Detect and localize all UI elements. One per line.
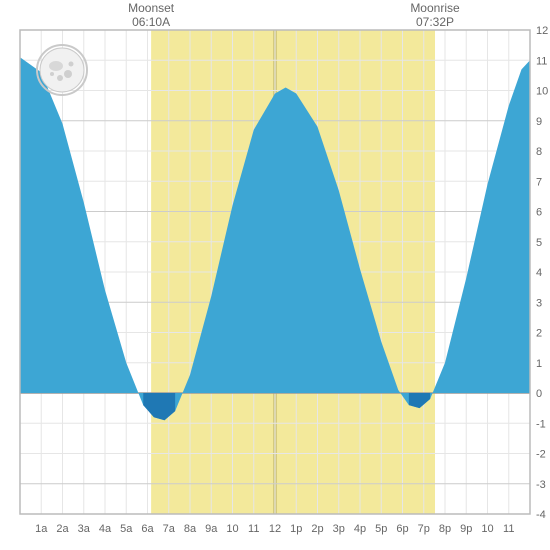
svg-text:3a: 3a (78, 523, 91, 535)
svg-text:-3: -3 (536, 479, 546, 491)
moonset-title: Moonset (121, 1, 181, 15)
svg-text:8p: 8p (439, 523, 451, 535)
moonrise-time: 07:32P (405, 15, 465, 29)
svg-text:12: 12 (269, 523, 281, 535)
svg-text:10: 10 (226, 523, 238, 535)
tide-chart: -4-3-2-101234567891011121a2a3a4a5a6a7a8a… (0, 0, 550, 550)
svg-text:6: 6 (536, 207, 542, 219)
svg-text:8: 8 (536, 146, 542, 158)
svg-text:5: 5 (536, 237, 542, 249)
svg-text:12: 12 (536, 25, 548, 37)
svg-text:7a: 7a (163, 523, 176, 535)
svg-text:6p: 6p (396, 523, 408, 535)
moonrise-title: Moonrise (405, 1, 465, 15)
chart-svg: -4-3-2-101234567891011121a2a3a4a5a6a7a8a… (0, 0, 550, 550)
svg-text:7p: 7p (418, 523, 430, 535)
svg-text:1: 1 (536, 358, 542, 370)
svg-text:8a: 8a (184, 523, 197, 535)
svg-text:9p: 9p (460, 523, 472, 535)
svg-text:11: 11 (503, 523, 514, 535)
moonrise-label: Moonrise 07:32P (405, 1, 465, 29)
svg-text:-4: -4 (536, 509, 546, 521)
svg-text:9a: 9a (205, 523, 218, 535)
svg-text:2a: 2a (56, 523, 69, 535)
svg-text:2: 2 (536, 328, 542, 340)
svg-text:6a: 6a (141, 523, 154, 535)
svg-text:10: 10 (481, 523, 493, 535)
svg-text:4a: 4a (99, 523, 112, 535)
svg-text:11: 11 (248, 523, 259, 535)
svg-text:-2: -2 (536, 449, 546, 461)
svg-text:3p: 3p (333, 523, 345, 535)
svg-text:7: 7 (536, 176, 542, 188)
svg-text:5p: 5p (375, 523, 387, 535)
svg-text:5a: 5a (120, 523, 133, 535)
svg-text:9: 9 (536, 116, 542, 128)
svg-text:4: 4 (536, 267, 542, 279)
svg-text:10: 10 (536, 86, 548, 98)
svg-text:0: 0 (536, 388, 542, 400)
svg-text:11: 11 (536, 55, 547, 67)
svg-text:4p: 4p (354, 523, 366, 535)
svg-text:-1: -1 (536, 418, 546, 430)
svg-text:2p: 2p (311, 523, 323, 535)
svg-text:1a: 1a (35, 523, 48, 535)
moonset-label: Moonset 06:10A (121, 1, 181, 29)
moonset-time: 06:10A (121, 15, 181, 29)
svg-text:1p: 1p (290, 523, 302, 535)
svg-text:3: 3 (536, 297, 542, 309)
